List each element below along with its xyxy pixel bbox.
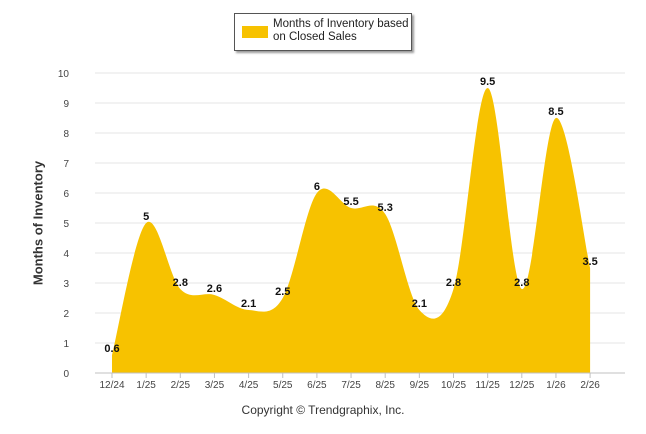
legend[interactable]: Months of Inventory based on Closed Sale… (234, 13, 412, 51)
y-tick-label: 2 (63, 309, 69, 320)
data-label: 6 (314, 181, 320, 193)
data-label: 2.6 (207, 283, 222, 295)
y-tick-label: 4 (63, 249, 69, 260)
y-tick-label: 7 (63, 159, 69, 170)
data-label: 9.5 (480, 76, 495, 88)
y-tick-label: 0 (63, 369, 69, 380)
data-label: 2.5 (275, 286, 290, 298)
y-axis-ticks: 0 1 2 3 4 5 6 7 8 9 10 (58, 69, 70, 380)
data-label: 2.8 (446, 277, 461, 289)
data-label: 5.5 (343, 196, 358, 208)
data-labels: 0.6 5 2.8 2.6 2.1 2.5 6 5.5 5.3 2.1 2.8 9.5 2.8 8.5 3.… (104, 76, 597, 355)
legend-swatch (242, 26, 268, 38)
data-label: 2.8 (173, 277, 188, 289)
data-label: 3.5 (582, 256, 597, 268)
x-tick-label: 12/24 (99, 380, 124, 391)
y-tick-label: 6 (63, 189, 69, 200)
data-label: 5.3 (378, 202, 393, 214)
x-tick-label: 7/25 (341, 380, 361, 391)
x-tick-label: 1/25 (136, 380, 156, 391)
area-series (112, 88, 591, 373)
data-label: 8.5 (548, 106, 563, 118)
x-tick-label: 8/25 (375, 380, 395, 391)
data-label: 0.6 (104, 343, 119, 355)
x-tick-label: 2/25 (171, 380, 191, 391)
y-tick-label: 8 (63, 129, 69, 140)
x-tick-label: 11/25 (476, 380, 501, 391)
data-label: 5 (143, 211, 149, 223)
y-tick-label: 3 (63, 279, 69, 290)
legend-label: Months of Inventory based on Closed Sale… (273, 18, 409, 43)
x-tick-label: 12/25 (509, 380, 534, 391)
data-label: 2.1 (412, 298, 427, 310)
x-tick-label: 6/25 (307, 380, 327, 391)
copyright-text: Copyright © Trendgraphix, Inc. (241, 403, 405, 417)
y-tick-label: 5 (63, 219, 69, 230)
x-tick-label: 5/25 (273, 380, 293, 391)
y-tick-label: 1 (63, 339, 69, 350)
y-tick-label: 9 (63, 99, 69, 110)
x-tick-label: 9/25 (410, 380, 430, 391)
x-tick-label: 10/25 (441, 380, 466, 391)
x-axis-ticks: 12/24 1/25 2/25 3/25 4/25 5/25 6/25 7/25 8/25 9/2… (99, 373, 600, 391)
x-tick-label: 1/26 (546, 380, 566, 391)
x-tick-label: 2/26 (580, 380, 600, 391)
data-label: 2.8 (514, 277, 529, 289)
x-tick-label: 4/25 (239, 380, 259, 391)
data-label: 2.1 (241, 298, 256, 310)
x-tick-label: 3/25 (205, 380, 225, 391)
y-tick-label: 10 (58, 69, 70, 80)
y-axis-label: Months of Inventory (30, 160, 46, 286)
